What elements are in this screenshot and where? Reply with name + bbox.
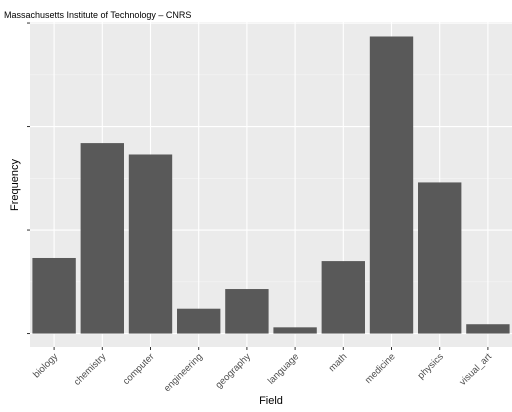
x-axis-title: Field	[259, 395, 283, 407]
x-axis-tick-labels: biology chemistry computer engineering geogr…	[31, 351, 494, 394]
bar-visual_art	[466, 324, 510, 334]
x-tick-label: physics	[416, 351, 446, 381]
bar-computer	[128, 154, 173, 334]
x-tick-label: language	[266, 351, 301, 386]
x-tick-label: chemistry	[72, 351, 109, 388]
x-axis-ticks	[53, 347, 489, 350]
bar-physics	[418, 182, 462, 334]
x-tick-label: geography	[213, 351, 253, 391]
bar-medicine	[369, 36, 414, 334]
bars	[32, 36, 510, 334]
bar-engineering	[177, 308, 221, 334]
y-axis-ticks	[27, 22, 30, 335]
x-tick-label: engineering	[162, 351, 205, 394]
bar-geography	[225, 289, 269, 334]
x-tick-label: biology	[31, 351, 60, 380]
bar-chemistry	[80, 143, 124, 334]
x-tick-label: computer	[121, 351, 157, 387]
y-axis-title: Frequency	[9, 159, 21, 211]
chart-title: Massachusetts Institute of Technology – …	[4, 10, 191, 20]
x-tick-label: medicine	[363, 351, 398, 386]
bar-biology	[32, 257, 76, 334]
bar-math	[321, 261, 365, 334]
x-tick-label: visual_art	[457, 351, 494, 388]
bar-language	[273, 327, 317, 334]
x-tick-label: math	[327, 351, 350, 374]
